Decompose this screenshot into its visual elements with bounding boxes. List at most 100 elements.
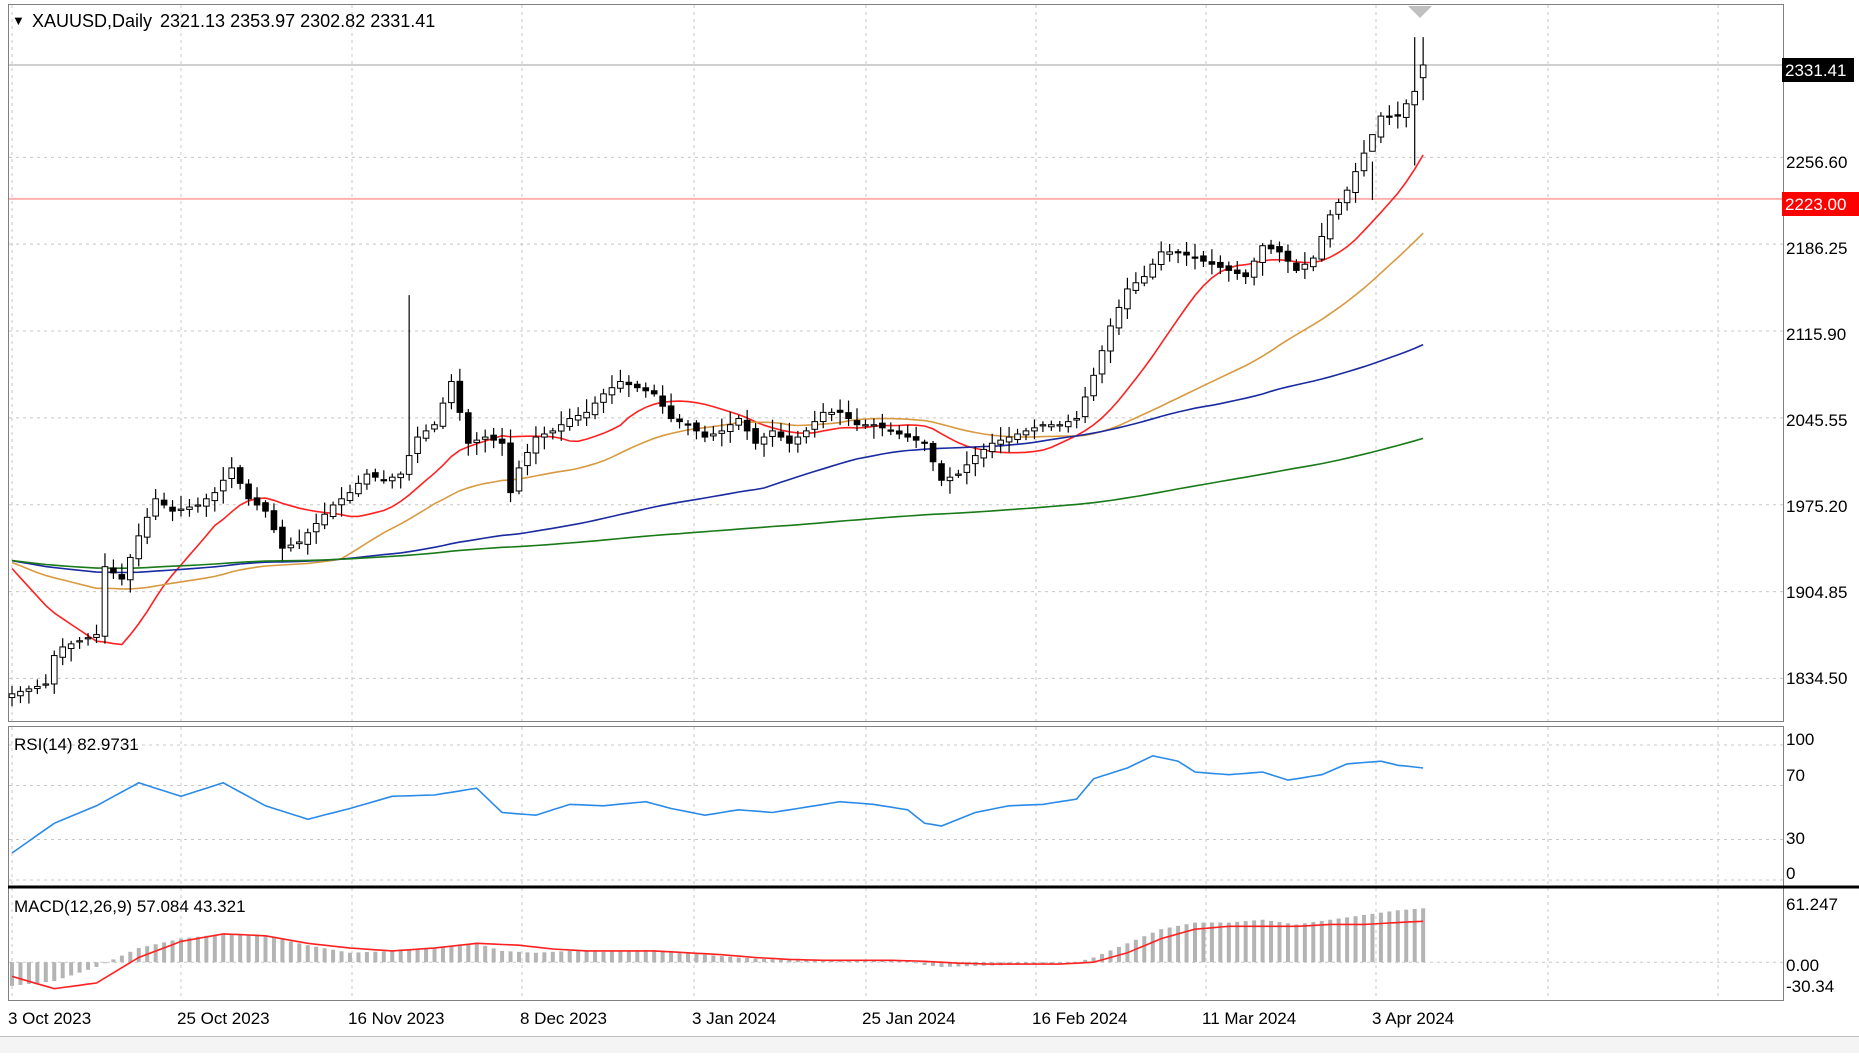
candle-body bbox=[1174, 251, 1182, 254]
macd-histogram-bar bbox=[1201, 922, 1206, 963]
macd-histogram-bar bbox=[609, 951, 614, 963]
macd-histogram-bar bbox=[762, 958, 767, 963]
candle-body bbox=[245, 483, 252, 500]
candle-body bbox=[938, 463, 945, 481]
macd-histogram-bar bbox=[424, 948, 429, 963]
candle-body bbox=[405, 455, 413, 475]
candle-body bbox=[177, 508, 185, 511]
candle-body bbox=[101, 566, 109, 637]
macd-histogram-bar bbox=[153, 944, 158, 963]
ma-long-line bbox=[11, 437, 1424, 569]
rsi-y-tick: 70 bbox=[1786, 766, 1805, 785]
macd-histogram-bar bbox=[686, 952, 690, 963]
candle-body bbox=[1157, 251, 1165, 265]
macd-histogram-bar bbox=[162, 942, 167, 963]
moving-averages bbox=[11, 154, 1424, 646]
candle-body bbox=[583, 411, 590, 419]
macd-histogram-bar bbox=[449, 946, 454, 963]
candle-body bbox=[794, 436, 802, 445]
candle-body bbox=[1233, 269, 1241, 274]
candle-body bbox=[34, 685, 41, 689]
candle-body bbox=[279, 526, 286, 549]
candle-body bbox=[853, 420, 861, 426]
candle-body bbox=[380, 479, 388, 482]
candle-body bbox=[42, 683, 50, 686]
current-price-tag-bg bbox=[1782, 58, 1854, 82]
price-y-tick: 2186.25 bbox=[1786, 239, 1847, 258]
macd-histogram-bar bbox=[635, 950, 640, 963]
macd-histogram-bar bbox=[246, 935, 251, 963]
candle-body bbox=[870, 424, 878, 427]
candle-body bbox=[388, 476, 396, 482]
candle-body bbox=[17, 690, 24, 697]
macd-histogram-bar bbox=[297, 943, 302, 963]
macd-histogram-bar bbox=[1285, 923, 1290, 963]
candle-body bbox=[270, 510, 278, 531]
price-y-axis: 2256.60 2186.25 2115.90 2045.55 1975.20 … bbox=[1786, 153, 1847, 688]
candle-body bbox=[929, 442, 937, 463]
header-arrow[interactable]: ▼ bbox=[12, 13, 25, 28]
candle-body bbox=[169, 506, 176, 512]
candle-body bbox=[1318, 235, 1326, 260]
candle-body bbox=[1191, 256, 1199, 259]
macd-histogram-bar bbox=[1378, 912, 1383, 963]
chart-shift-marker[interactable] bbox=[1408, 6, 1432, 18]
candle-body bbox=[118, 574, 126, 580]
candle-body bbox=[997, 439, 1004, 445]
rsi-y-tick: 30 bbox=[1786, 829, 1805, 848]
x-tick-label: 16 Nov 2023 bbox=[348, 1009, 444, 1028]
macd-histogram-bar bbox=[525, 952, 530, 963]
price-y-tick: 2045.55 bbox=[1786, 411, 1847, 430]
candle-body bbox=[566, 418, 574, 427]
candle-body bbox=[515, 467, 523, 492]
candle-body bbox=[693, 422, 700, 432]
macd-histogram-bar bbox=[660, 950, 665, 963]
candle-body bbox=[760, 436, 768, 445]
macd-histogram-bar bbox=[778, 959, 783, 963]
rsi-y-tick: 100 bbox=[1786, 730, 1814, 749]
macd-histogram-bar bbox=[43, 962, 48, 983]
macd-histogram-bar bbox=[440, 947, 445, 963]
candle-body bbox=[862, 424, 869, 427]
macd-histogram-bar bbox=[1184, 924, 1189, 963]
candle-body bbox=[895, 430, 903, 435]
macd-histogram-bar bbox=[1049, 962, 1054, 964]
macd-histogram-bar bbox=[483, 945, 488, 963]
macd-histogram-bar bbox=[390, 950, 395, 963]
candle-body bbox=[321, 513, 328, 526]
macd-histogram-bar bbox=[491, 948, 496, 963]
macd-histogram-bar bbox=[1370, 913, 1375, 963]
candle-body bbox=[346, 492, 354, 502]
macd-histogram-bar bbox=[922, 962, 927, 966]
macd-histogram-bar bbox=[947, 962, 952, 967]
candle-body bbox=[1200, 255, 1207, 262]
candle-body bbox=[1326, 214, 1334, 240]
candle-body bbox=[143, 516, 151, 538]
candle-body bbox=[372, 472, 379, 478]
candle-body bbox=[422, 430, 430, 439]
macd-histogram-bar bbox=[195, 936, 200, 963]
candle-body bbox=[93, 634, 100, 638]
candle-body bbox=[490, 434, 497, 441]
candle-body bbox=[1022, 430, 1030, 436]
macd-histogram-bar bbox=[280, 939, 285, 963]
candle-body bbox=[777, 431, 785, 438]
macd-histogram-bar bbox=[829, 960, 834, 963]
candle-body bbox=[1098, 350, 1106, 375]
macd-histogram-bar bbox=[271, 937, 276, 963]
candle-body bbox=[481, 436, 489, 440]
candle-body bbox=[25, 688, 33, 692]
candle-body bbox=[600, 393, 607, 403]
candle-body bbox=[1402, 103, 1410, 118]
candle-body bbox=[532, 436, 540, 454]
macd-histogram-bar bbox=[474, 943, 479, 963]
macd-histogram-bar bbox=[533, 952, 538, 963]
candle-body bbox=[67, 643, 75, 650]
candle-body bbox=[879, 422, 886, 429]
candle-body bbox=[1411, 90, 1419, 106]
macd-histogram-bar bbox=[1412, 908, 1417, 963]
candle-body bbox=[473, 439, 481, 443]
candle-body bbox=[186, 506, 193, 510]
candle-body bbox=[1386, 115, 1393, 118]
macd-histogram-bar bbox=[939, 962, 944, 967]
